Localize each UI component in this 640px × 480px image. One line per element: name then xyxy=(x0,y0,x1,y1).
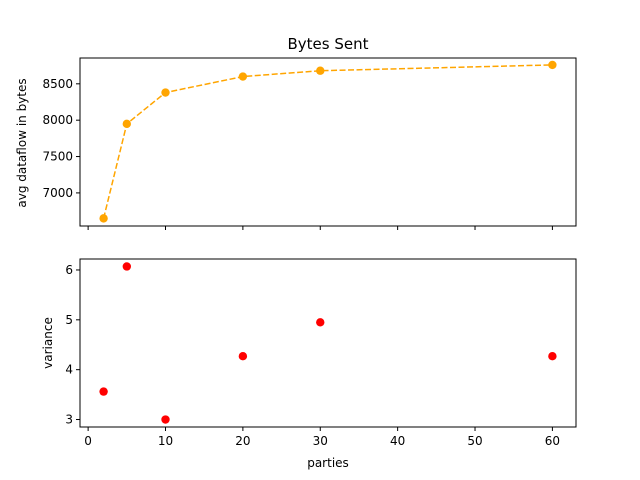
data-point xyxy=(99,214,108,223)
y-tick-label-bottom: 4 xyxy=(65,363,73,377)
x-axis-label: parties xyxy=(307,456,349,470)
data-point xyxy=(316,66,325,75)
data-point xyxy=(99,387,108,396)
x-tick-label-bottom: 40 xyxy=(390,434,405,448)
data-point xyxy=(316,318,325,327)
y-axis-label-bottom: variance xyxy=(41,317,55,369)
y-tick-label-top: 7500 xyxy=(42,150,73,164)
x-tick-label-bottom: 50 xyxy=(467,434,482,448)
y-tick-label-top: 7000 xyxy=(42,186,73,200)
y-tick-label-bottom: 3 xyxy=(65,413,73,427)
data-point xyxy=(122,119,132,129)
series-line xyxy=(102,64,553,219)
x-tick-label-bottom: 0 xyxy=(84,434,92,448)
chart-title: Bytes Sent xyxy=(288,35,369,53)
plot-area-top: 7000 7500 8000 8500 xyxy=(42,60,557,230)
axes-frame-top xyxy=(79,57,577,227)
y-tick-label-top: 8500 xyxy=(42,77,73,91)
data-point xyxy=(161,415,170,424)
data-point xyxy=(238,352,248,361)
axes-frame-bottom xyxy=(79,258,577,428)
y-tick-label-bottom: 6 xyxy=(65,263,73,277)
top-subplot: Bytes Sent avg dataflow in bytes 7000 750… xyxy=(15,35,577,230)
y-tick-label-top: 8000 xyxy=(42,113,73,127)
data-point xyxy=(161,88,170,97)
x-tick-label-bottom: 60 xyxy=(545,434,560,448)
x-tick-label-bottom: 30 xyxy=(313,434,328,448)
y-axis-label-top: avg dataflow in bytes xyxy=(15,78,29,207)
data-point xyxy=(548,352,557,361)
x-tick-label-bottom: 20 xyxy=(235,434,250,448)
data-point xyxy=(548,60,557,70)
x-tick-label-bottom: 10 xyxy=(158,434,173,448)
data-point xyxy=(122,262,132,271)
y-tick-label-bottom: 5 xyxy=(65,313,73,327)
data-point xyxy=(238,72,248,81)
